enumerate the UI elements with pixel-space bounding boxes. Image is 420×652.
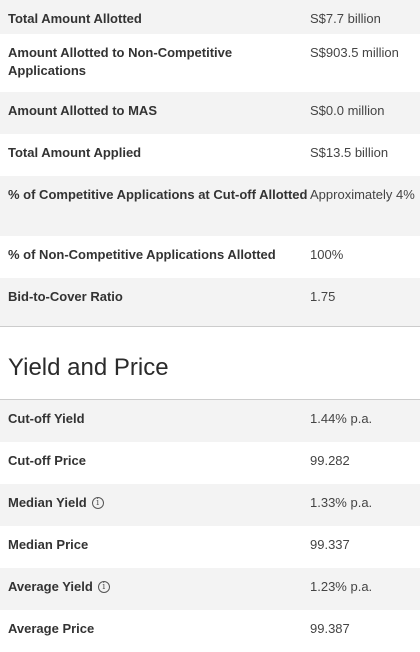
row-label: Median Price: [8, 537, 89, 552]
row-label: Total Amount Applied: [8, 145, 142, 160]
table-row: Median Yield i 1.33% p.a.: [0, 484, 420, 526]
section-header: Yield and Price: [0, 327, 420, 399]
table-row: Median Price 99.337: [0, 526, 420, 568]
row-value: 1.75: [310, 289, 336, 304]
row-value: 99.387: [310, 621, 350, 636]
table-row: Cut-off Yield 1.44% p.a.: [0, 400, 420, 442]
row-label-with-info: Median Yield i: [8, 494, 310, 512]
row-label: % of Competitive Applications at Cut-off…: [8, 187, 308, 202]
row-label: % of Non-Competitive Applications Allott…: [8, 247, 276, 262]
row-label: Bid-to-Cover Ratio: [8, 289, 123, 304]
section-divider: [0, 399, 420, 400]
row-label: Average Price: [8, 621, 95, 636]
yield-price-table: Cut-off Yield 1.44% p.a. Cut-off Price 9…: [0, 400, 420, 652]
row-value: 99.337: [310, 537, 350, 552]
row-value: S$903.5 million: [310, 45, 399, 60]
table-row: Cut-off Price 99.282: [0, 442, 420, 484]
row-label: Cut-off Yield: [8, 411, 85, 426]
table-row: Average Yield i 1.23% p.a.: [0, 568, 420, 610]
table-row: Amount Allotted to Non-Competitive Appli…: [0, 34, 420, 92]
table-row: % of Competitive Applications at Cut-off…: [0, 176, 420, 236]
allotment-table: Total Amount Allotted S$7.7 billion Amou…: [0, 0, 420, 326]
section-title: Yield and Price: [8, 354, 169, 381]
row-value: 100%: [310, 247, 344, 262]
row-label-with-info: Average Yield i: [8, 578, 310, 596]
row-label: Cut-off Price: [8, 453, 86, 468]
row-value: Approximately 4%: [310, 187, 415, 202]
section-divider: [0, 326, 420, 327]
row-value: S$13.5 billion: [310, 145, 389, 160]
row-value: 1.44% p.a.: [310, 411, 373, 426]
table-row: Amount Allotted to MAS S$0.0 million: [0, 92, 420, 134]
table-row: Total Amount Allotted S$7.7 billion: [0, 0, 420, 34]
table-row: % of Non-Competitive Applications Allott…: [0, 236, 420, 278]
row-value: 99.282: [310, 453, 350, 468]
row-value: S$7.7 billion: [310, 11, 381, 26]
info-icon[interactable]: i: [97, 581, 110, 593]
row-value: 1.23% p.a.: [310, 579, 373, 594]
info-icon[interactable]: i: [91, 497, 104, 509]
row-value: 1.33% p.a.: [310, 495, 373, 510]
row-label: Total Amount Allotted: [8, 11, 142, 26]
row-value: S$0.0 million: [310, 103, 385, 118]
row-label: Amount Allotted to Non-Competitive Appli…: [8, 45, 233, 78]
table-row: Total Amount Applied S$13.5 billion: [0, 134, 420, 176]
table-row: Average Price 99.387: [0, 610, 420, 652]
row-label: Amount Allotted to MAS: [8, 103, 157, 118]
row-label-text: Average Yield: [8, 579, 93, 594]
table-row: Bid-to-Cover Ratio 1.75: [0, 278, 420, 326]
row-label-text: Median Yield: [8, 495, 87, 510]
